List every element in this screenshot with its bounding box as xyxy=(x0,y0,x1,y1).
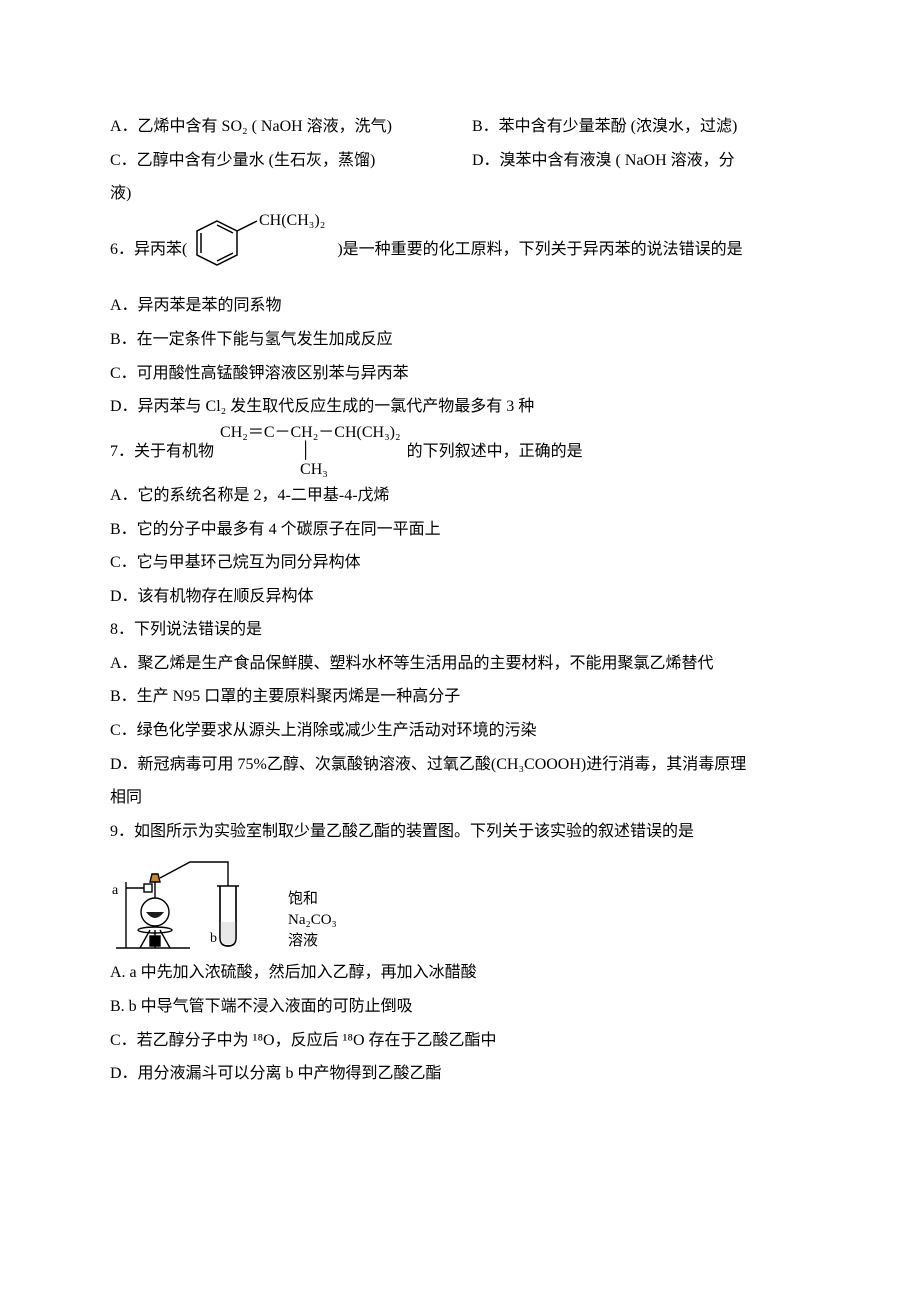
q5-row1: A．乙烯中含有 SO₂ ( NaOH 溶液，洗气) B．苯中含有少量苯酚 (浓溴… xyxy=(110,110,810,144)
q7-b-text: B．它的分子中最多有 4 个碳原子在同一平面上 xyxy=(110,521,441,538)
q8-option-c: C．绿色化学要求从源头上消除或减少生产活动对环境的污染 xyxy=(110,714,810,748)
q8-d-text1: D．新冠病毒可用 75%乙醇、次氯酸钠溶液、过氧乙酸(CH₃COOOH)进行消毒… xyxy=(110,756,746,773)
q6-stem-post: )是一种重要的化工原料，下列关于异丙苯的说法错误的是 xyxy=(337,233,742,267)
q8-stem: 8．下列说法错误的是 xyxy=(110,613,810,647)
q5-row2: C．乙醇中含有少量水 (生石灰，蒸馏) D．溴苯中含有液溴 ( NaOH 溶液，… xyxy=(110,144,810,178)
q5-option-d: D．溴苯中含有液溴 ( NaOH 溶液，分 xyxy=(472,144,810,178)
q9-option-d: D．用分液漏斗可以分离 b 中产物得到乙酸乙酯 xyxy=(110,1057,810,1091)
q9-option-b: B. b 中导气管下端不浸入液面的可防止倒吸 xyxy=(110,990,810,1024)
q8-stem-text: 8．下列说法错误的是 xyxy=(110,621,262,638)
q5-option-a: A．乙烯中含有 SO₂ ( NaOH 溶液，洗气) xyxy=(110,110,448,144)
q7-option-c: C．它与甲基环己烷互为同分异构体 xyxy=(110,546,810,580)
q6-option-a: A．异丙苯是苯的同系物 xyxy=(110,289,810,323)
q9-d-text: D．用分液漏斗可以分离 b 中产物得到乙酸乙酯 xyxy=(110,1065,442,1082)
q7-c-text: C．它与甲基环己烷互为同分异构体 xyxy=(110,554,361,571)
q5-d-text1: D．溴苯中含有液溴 ( NaOH 溶液，分 xyxy=(472,152,735,169)
q9-stem-text: 9．如图所示为实验室制取少量乙酸乙酯的装置图。下列关于该实验的叙述错误的是 xyxy=(110,823,694,840)
q8-option-d-cont: 相同 xyxy=(110,781,810,815)
q5-a-text: A．乙烯中含有 SO₂ ( NaOH 溶液，洗气) xyxy=(110,118,392,135)
q6-a-text: A．异丙苯是苯的同系物 xyxy=(110,297,282,314)
q8-b-text: B．生产 N95 口罩的主要原料聚丙烯是一种高分子 xyxy=(110,688,460,705)
q8-option-b: B．生产 N95 口罩的主要原料聚丙烯是一种高分子 xyxy=(110,680,810,714)
q9-tube-labels: 饱和 Na₂CO₃ 溶液 xyxy=(288,889,337,952)
page: A．乙烯中含有 SO₂ ( NaOH 溶液，洗气) B．苯中含有少量苯酚 (浓溴… xyxy=(0,0,920,1302)
q9-tube-line3: 溶液 xyxy=(288,931,337,952)
q9-stem: 9．如图所示为实验室制取少量乙酸乙酯的装置图。下列关于该实验的叙述错误的是 xyxy=(110,815,810,849)
q5-b-text: B．苯中含有少量苯酚 (浓溴水，过滤) xyxy=(472,118,737,135)
apparatus-svg: a b xyxy=(110,852,280,952)
q8-d-text2: 相同 xyxy=(110,789,142,806)
q7-stem-post: 的下列叙述中，正确的是 xyxy=(407,435,583,469)
q7-option-b: B．它的分子中最多有 4 个碳原子在同一平面上 xyxy=(110,513,810,547)
q8-option-a: A．聚乙烯是生产食品保鲜膜、塑料水杯等生活用品的主要材料，不能用聚氯乙烯替代 xyxy=(110,647,810,681)
q8-c-text: C．绿色化学要求从源头上消除或减少生产活动对环境的污染 xyxy=(110,722,537,739)
q6-c-text: C．可用酸性高锰酸钾溶液区别苯与异丙苯 xyxy=(110,365,409,382)
benzene-structure: CH(CH₃)₂ xyxy=(187,211,337,290)
q7-stem-pre: 7．关于有机物 xyxy=(110,435,214,469)
q7-a-text: A．它的系统名称是 2，4-二甲基-4-戊烯 xyxy=(110,487,390,504)
q9-b-text: B. b 中导气管下端不浸入液面的可防止倒吸 xyxy=(110,998,413,1015)
q6-stem-pre: 6．异丙苯( xyxy=(110,233,187,267)
q7-formula-bot-wrap: │CH₃ xyxy=(220,442,401,479)
fig-b-label: b xyxy=(210,931,217,946)
q9-tube-line2: Na₂CO₃ xyxy=(288,910,337,931)
q7-option-d: D．该有机物存在顺反异构体 xyxy=(110,580,810,614)
q5-option-b: B．苯中含有少量苯酚 (浓溴水，过滤) xyxy=(472,110,810,144)
q9-a-text: A. a 中先加入浓硫酸，然后加入乙醇，再加入冰醋酸 xyxy=(110,964,477,981)
q5-option-c: C．乙醇中含有少量水 (生石灰，蒸馏) xyxy=(110,144,448,178)
q6-d-text: D．异丙苯与 Cl₂ 发生取代反应生成的一氯代产物最多有 3 种 xyxy=(110,398,534,415)
q7-d-text: D．该有机物存在顺反异构体 xyxy=(110,588,314,605)
q9-figure: a b 饱和 Na₂CO₃ 溶液 xyxy=(110,852,810,952)
q5-d-cont: 液) xyxy=(110,177,810,211)
fig-a-label: a xyxy=(112,883,119,898)
q5-d-text2: 液) xyxy=(110,185,131,202)
q8-a-text: A．聚乙烯是生产食品保鲜膜、塑料水杯等生活用品的主要材料，不能用聚氯乙烯替代 xyxy=(110,655,714,672)
q9-option-c: C．若乙醇分子中为 ¹⁸O，反应后 ¹⁸O 存在于乙酸乙酯中 xyxy=(110,1024,810,1058)
q7-formula-bot: CH₃ xyxy=(300,461,328,478)
q5-c-text: C．乙醇中含有少量水 (生石灰，蒸馏) xyxy=(110,152,375,169)
q7-formula: CH₂＝C－CH₂－CH(CH₃)₂ │CH₃ xyxy=(214,424,407,479)
q6-b-text: B．在一定条件下能与氢气发生加成反应 xyxy=(110,331,393,348)
q7-stem: 7．关于有机物 CH₂＝C－CH₂－CH(CH₃)₂ │CH₃ 的下列叙述中，正… xyxy=(110,424,810,479)
q6-option-b: B．在一定条件下能与氢气发生加成反应 xyxy=(110,323,810,357)
q7-formula-top: CH₂＝C－CH₂－CH(CH₃)₂ xyxy=(220,424,401,442)
q6-stem: 6．异丙苯( CH(CH₃)₂ )是一种重要的化工原料，下列关于异丙苯的说法错误… xyxy=(110,211,810,290)
q8-option-d: D．新冠病毒可用 75%乙醇、次氯酸钠溶液、过氧乙酸(CH₃COOOH)进行消毒… xyxy=(110,748,810,782)
q9-c-text: C．若乙醇分子中为 ¹⁸O，反应后 ¹⁸O 存在于乙酸乙酯中 xyxy=(110,1032,497,1049)
benzene-substituent-label: CH(CH₃)₂ xyxy=(259,212,325,229)
q9-tube-line1: 饱和 xyxy=(288,889,337,910)
q6-option-d: D．异丙苯与 Cl₂ 发生取代反应生成的一氯代产物最多有 3 种 xyxy=(110,390,810,424)
q6-option-c: C．可用酸性高锰酸钾溶液区别苯与异丙苯 xyxy=(110,357,810,391)
q7-option-a: A．它的系统名称是 2，4-二甲基-4-戊烯 xyxy=(110,479,810,513)
q9-option-a: A. a 中先加入浓硫酸，然后加入乙醇，再加入冰醋酸 xyxy=(110,956,810,990)
